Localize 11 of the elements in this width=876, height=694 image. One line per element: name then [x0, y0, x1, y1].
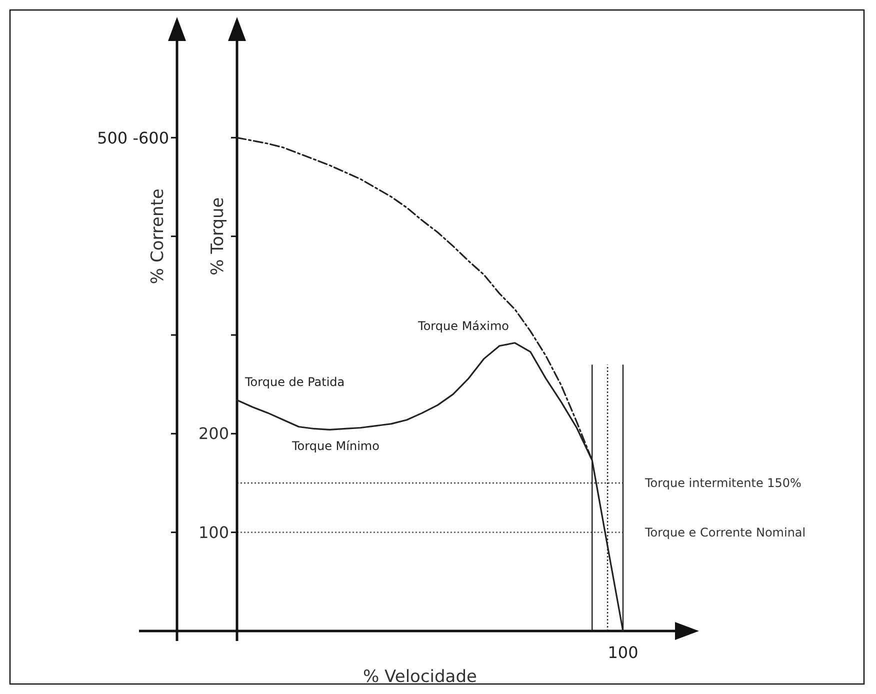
ref-line-label: Torque intermitente 150%	[644, 476, 802, 490]
ref-line-label: Torque e Corrente Nominal	[644, 525, 806, 540]
text: 100	[608, 643, 638, 662]
text: 500 -600	[97, 128, 169, 148]
y-axis-title: % Torque	[208, 197, 228, 276]
annotation: Torque de Patida	[244, 375, 345, 389]
annotation: Torque Máximo	[417, 319, 509, 333]
annotation: Torque Mínimo	[291, 439, 380, 453]
x-axis-title: % Velocidade	[363, 667, 477, 687]
y2-axis-title: % Corrente	[148, 188, 168, 284]
y-tick-label: 200	[198, 424, 229, 444]
